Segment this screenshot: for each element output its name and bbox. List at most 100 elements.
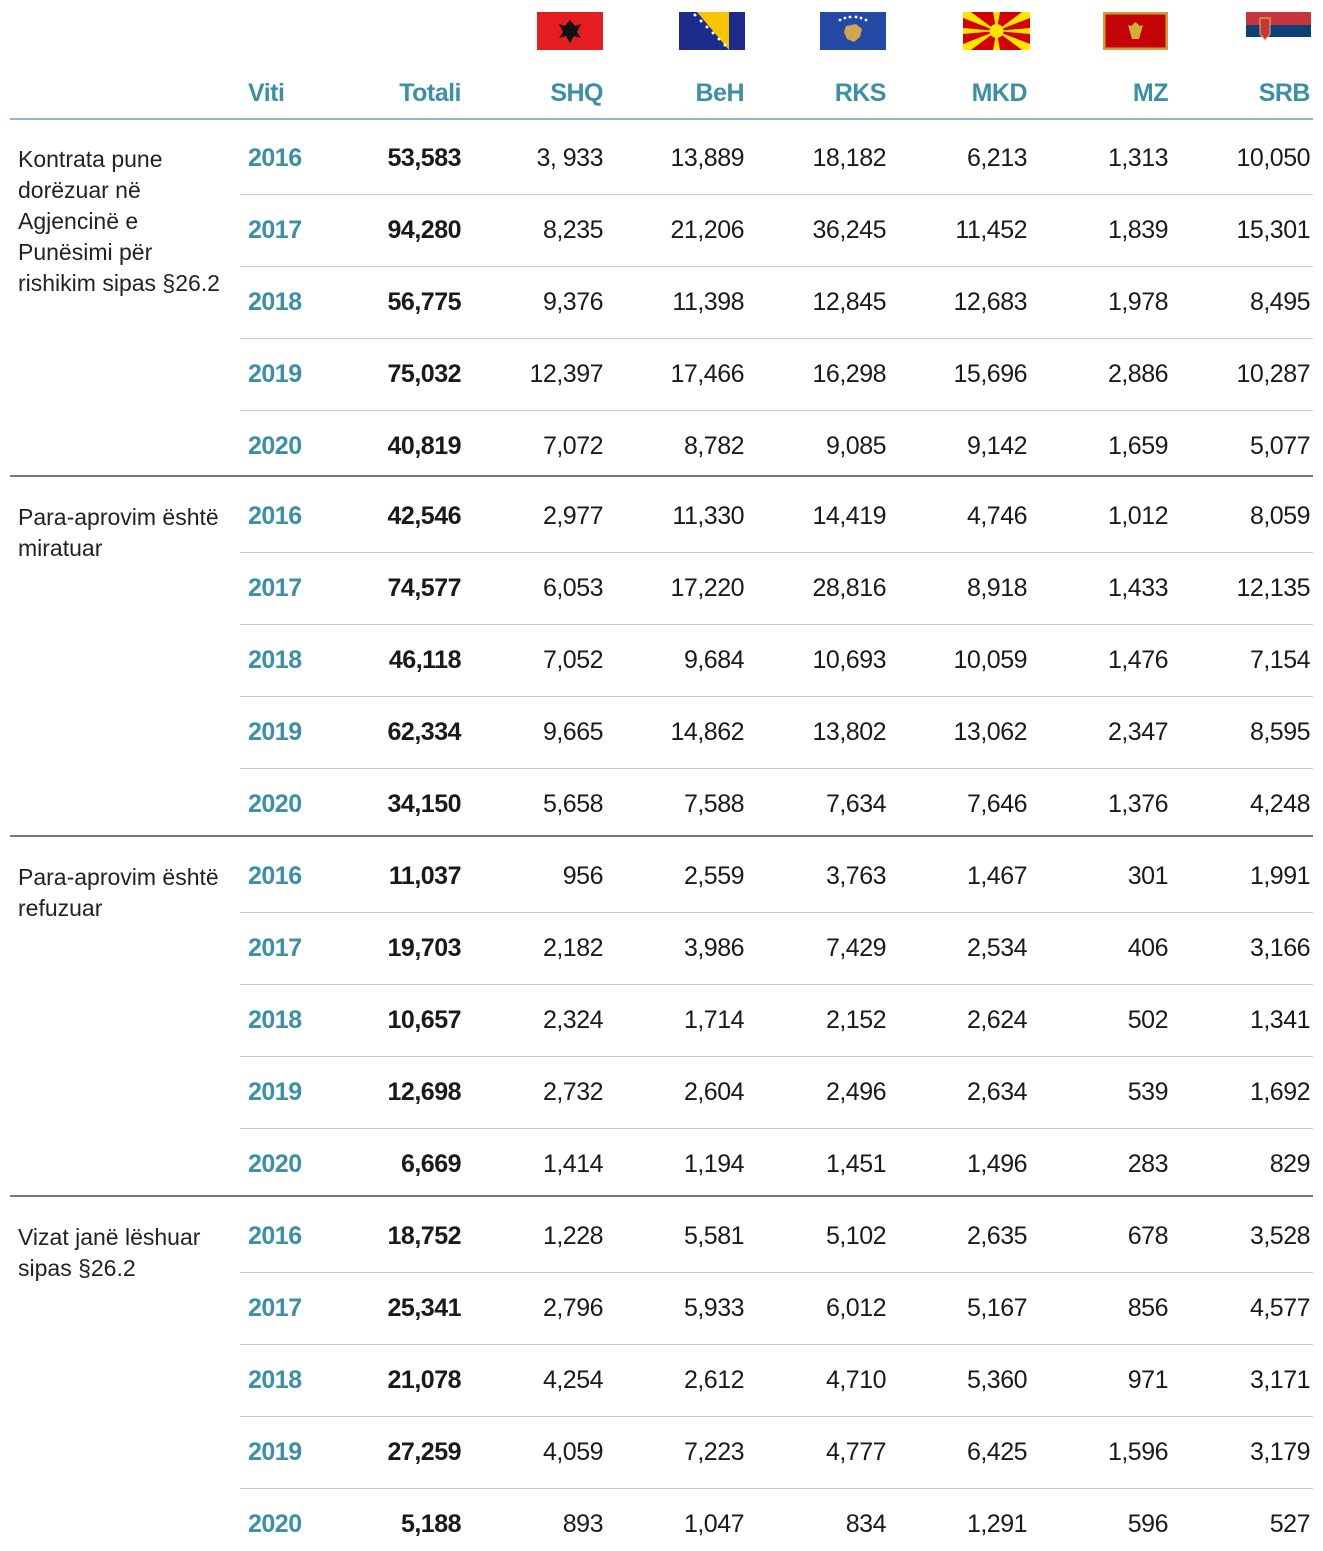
column-header: MKD (971, 79, 1028, 107)
value: 956 (562, 862, 604, 890)
year: 2016 (248, 1222, 302, 1250)
value: 13,802 (812, 718, 887, 746)
value: 14,419 (812, 502, 887, 530)
value: 2,534 (966, 934, 1028, 962)
value: 502 (1127, 1006, 1169, 1034)
year: 2017 (248, 934, 302, 962)
value: 1,341 (1249, 1006, 1311, 1034)
value: 8,059 (1249, 502, 1311, 530)
value: 678 (1127, 1222, 1169, 1250)
value: 12,845 (812, 288, 887, 316)
year: 2019 (248, 360, 302, 388)
row-rule (240, 410, 1313, 411)
value: 2,604 (683, 1078, 745, 1106)
row-rule (240, 696, 1313, 697)
row-rule (240, 194, 1313, 195)
year: 2017 (248, 216, 302, 244)
column-header: Totali (399, 79, 461, 107)
header-rule (10, 118, 1313, 120)
value: 7,588 (683, 790, 745, 818)
value: 2,796 (542, 1294, 604, 1322)
year: 2018 (248, 288, 302, 316)
value: 2,634 (966, 1078, 1028, 1106)
year: 2019 (248, 718, 302, 746)
value: 7,634 (825, 790, 887, 818)
value: 4,577 (1249, 1294, 1311, 1322)
year: 2020 (248, 1150, 302, 1178)
total: 27,259 (387, 1438, 462, 1466)
value: 301 (1127, 862, 1169, 890)
column-header: BeH (695, 79, 744, 107)
value: 13,889 (670, 144, 745, 172)
value: 1,313 (1107, 144, 1169, 172)
total: 34,150 (387, 790, 462, 818)
value: 5,933 (683, 1294, 745, 1322)
total: 62,334 (387, 718, 462, 746)
value: 5,581 (683, 1222, 745, 1250)
value: 10,050 (1236, 144, 1311, 172)
row-rule (240, 1416, 1313, 1417)
value: 11,452 (955, 216, 1027, 244)
value: 1,476 (1107, 646, 1169, 674)
total: 42,546 (387, 502, 462, 530)
row-rule (240, 912, 1313, 913)
year: 2019 (248, 1438, 302, 1466)
value: 21,206 (670, 216, 745, 244)
value: 17,466 (670, 360, 745, 388)
total: 56,775 (387, 288, 462, 316)
value: 7,072 (542, 432, 604, 460)
year: 2017 (248, 1294, 302, 1322)
group-rule (10, 835, 1313, 837)
value: 5,102 (825, 1222, 887, 1250)
row-rule (240, 266, 1313, 267)
value: 829 (1269, 1150, 1311, 1178)
value: 2,182 (542, 934, 604, 962)
value: 1,467 (966, 862, 1028, 890)
total: 74,577 (387, 574, 462, 602)
value: 2,612 (683, 1366, 745, 1394)
value: 1,496 (966, 1150, 1028, 1178)
value: 10,287 (1236, 360, 1311, 388)
year: 2018 (248, 1366, 302, 1394)
value: 971 (1127, 1366, 1169, 1394)
value: 7,052 (542, 646, 604, 674)
value: 12,135 (1236, 574, 1311, 602)
value: 28,816 (812, 574, 887, 602)
total: 12,698 (387, 1078, 462, 1106)
value: 1,596 (1107, 1438, 1169, 1466)
value: 5,077 (1249, 432, 1311, 460)
value: 1,376 (1107, 790, 1169, 818)
value: 4,710 (825, 1366, 887, 1394)
value: 1,714 (683, 1006, 745, 1034)
value: 7,223 (683, 1438, 745, 1466)
total: 5,188 (400, 1510, 462, 1538)
value: 1,451 (825, 1150, 887, 1178)
value: 4,746 (966, 502, 1028, 530)
year: 2020 (248, 432, 302, 460)
value: 3, 933 (536, 144, 603, 172)
value: 1,414 (542, 1150, 604, 1178)
value: 596 (1127, 1510, 1169, 1538)
value: 1,012 (1107, 502, 1169, 530)
total: 19,703 (387, 934, 462, 962)
row-rule (240, 1344, 1313, 1345)
row-rule (240, 1056, 1313, 1057)
total: 40,819 (387, 432, 462, 460)
value: 1,291 (966, 1510, 1028, 1538)
value: 8,495 (1249, 288, 1311, 316)
year: 2016 (248, 144, 302, 172)
value: 7,154 (1249, 646, 1311, 674)
value: 18,182 (812, 144, 887, 172)
year: 2020 (248, 790, 302, 818)
value: 6,213 (966, 144, 1028, 172)
value: 2,635 (966, 1222, 1028, 1250)
value: 2,496 (825, 1078, 887, 1106)
value: 1,659 (1107, 432, 1169, 460)
value: 406 (1127, 934, 1169, 962)
value: 8,782 (683, 432, 745, 460)
flag-serbia (1246, 12, 1311, 50)
value: 8,595 (1249, 718, 1311, 746)
value: 2,347 (1107, 718, 1169, 746)
value: 1,228 (542, 1222, 604, 1250)
